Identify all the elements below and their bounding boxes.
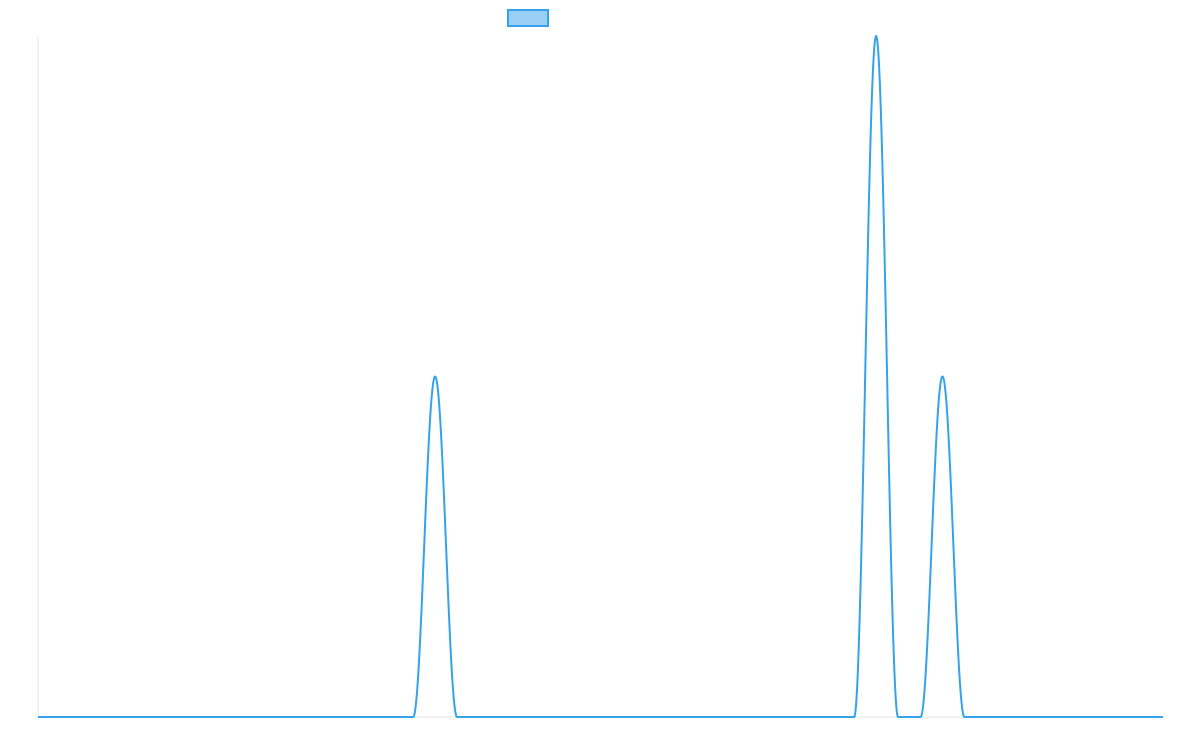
legend-swatch[interactable]	[507, 9, 549, 27]
series-line-0	[37, 35, 1164, 718]
series-layer	[37, 35, 1164, 718]
legend[interactable]	[507, 9, 549, 27]
